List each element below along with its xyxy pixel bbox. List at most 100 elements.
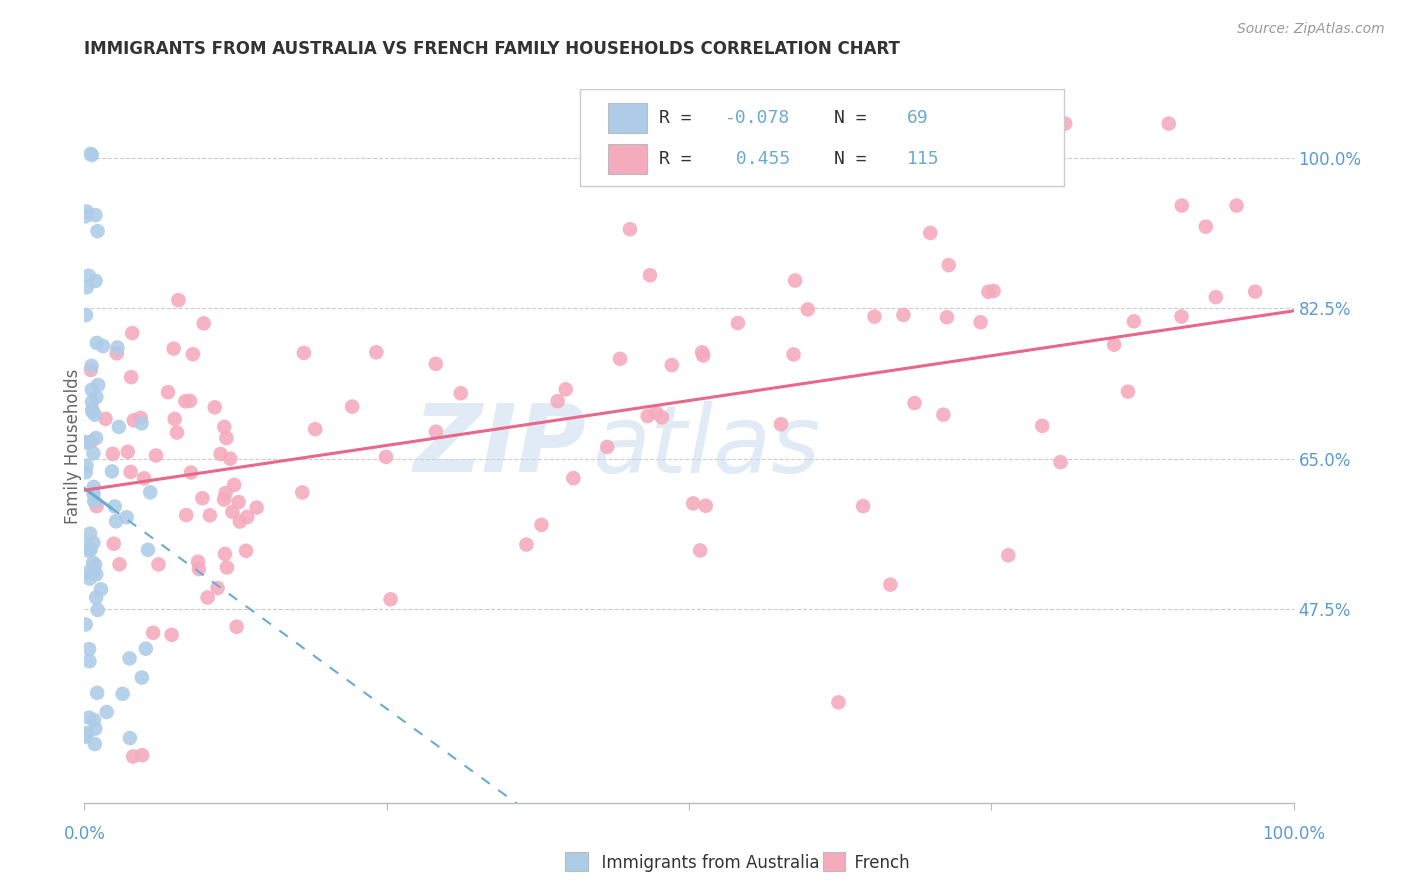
Point <box>80 434 103 449</box>
Point <box>782 347 804 361</box>
Point <box>530 517 553 532</box>
Point <box>938 258 960 272</box>
Point <box>695 499 717 513</box>
Point <box>86 390 108 404</box>
Point <box>215 560 238 574</box>
Point <box>73 730 96 744</box>
Point <box>111 687 134 701</box>
Point <box>79 572 101 586</box>
Point <box>167 293 190 307</box>
Point <box>1122 314 1144 328</box>
Point <box>132 471 155 485</box>
Point <box>82 446 104 460</box>
Point <box>193 317 215 331</box>
Point <box>77 642 100 657</box>
Point <box>637 409 659 423</box>
Point <box>291 485 314 500</box>
Point <box>682 496 704 510</box>
Point <box>219 451 242 466</box>
Point <box>131 748 153 763</box>
Point <box>197 591 219 605</box>
Point <box>191 491 214 506</box>
Point <box>139 485 162 500</box>
Point <box>879 577 901 591</box>
Point <box>83 494 105 508</box>
Point <box>292 346 315 360</box>
Text: French: French <box>844 854 910 871</box>
Point <box>142 625 165 640</box>
Point <box>163 412 186 426</box>
Point <box>79 526 101 541</box>
Point <box>107 341 129 355</box>
Point <box>1205 290 1227 304</box>
Point <box>104 500 127 514</box>
Point <box>690 345 713 359</box>
Point <box>212 492 235 507</box>
Point <box>1195 219 1218 234</box>
Text: Source: ZipAtlas.com: Source: ZipAtlas.com <box>1237 22 1385 37</box>
Point <box>80 363 103 377</box>
Text: 0.455: 0.455 <box>725 150 790 168</box>
Point <box>1225 198 1247 212</box>
Text: 115: 115 <box>907 150 939 168</box>
Point <box>893 308 915 322</box>
Point <box>596 440 619 454</box>
Point <box>91 339 114 353</box>
Point <box>1049 455 1071 469</box>
Point <box>76 204 98 219</box>
Point <box>225 620 247 634</box>
Point <box>228 495 250 509</box>
Point <box>554 383 576 397</box>
Point <box>75 308 97 322</box>
Point <box>84 274 107 288</box>
Point <box>827 695 849 709</box>
Point <box>82 402 104 417</box>
Point <box>852 499 875 513</box>
Point <box>105 346 128 360</box>
Point <box>90 582 112 597</box>
Point <box>229 515 252 529</box>
Point <box>83 480 105 494</box>
Point <box>163 342 186 356</box>
Point <box>80 148 103 162</box>
Point <box>180 466 202 480</box>
Point <box>236 510 259 524</box>
Point <box>983 284 1005 298</box>
Point <box>977 285 1000 299</box>
Point <box>1157 117 1180 131</box>
Point <box>619 222 641 236</box>
Point <box>769 417 792 432</box>
Point <box>120 370 142 384</box>
Point <box>221 505 243 519</box>
Point <box>83 737 105 751</box>
Point <box>425 357 447 371</box>
Point <box>80 383 103 397</box>
Point <box>661 358 683 372</box>
Point <box>209 447 232 461</box>
Point <box>936 310 959 325</box>
Point <box>118 651 141 665</box>
Point <box>83 408 105 422</box>
Point <box>86 603 108 617</box>
Point <box>83 487 105 501</box>
FancyBboxPatch shape <box>607 103 647 133</box>
Point <box>863 310 886 324</box>
Point <box>187 562 209 576</box>
Text: Immigrants from Australia: Immigrants from Australia <box>591 854 820 871</box>
Text: 100.0%: 100.0% <box>1263 825 1324 843</box>
Point <box>122 749 145 764</box>
Point <box>1170 198 1192 212</box>
Text: N =: N = <box>834 109 877 127</box>
Text: N =: N = <box>834 150 877 168</box>
Point <box>84 722 107 736</box>
Point <box>135 641 157 656</box>
Point <box>75 458 97 473</box>
Point <box>689 543 711 558</box>
Point <box>82 556 104 570</box>
Point <box>187 555 209 569</box>
Point <box>145 449 167 463</box>
Y-axis label: Family Households: Family Households <box>65 368 82 524</box>
Point <box>1102 337 1125 351</box>
Point <box>115 510 138 524</box>
FancyBboxPatch shape <box>581 89 1064 186</box>
